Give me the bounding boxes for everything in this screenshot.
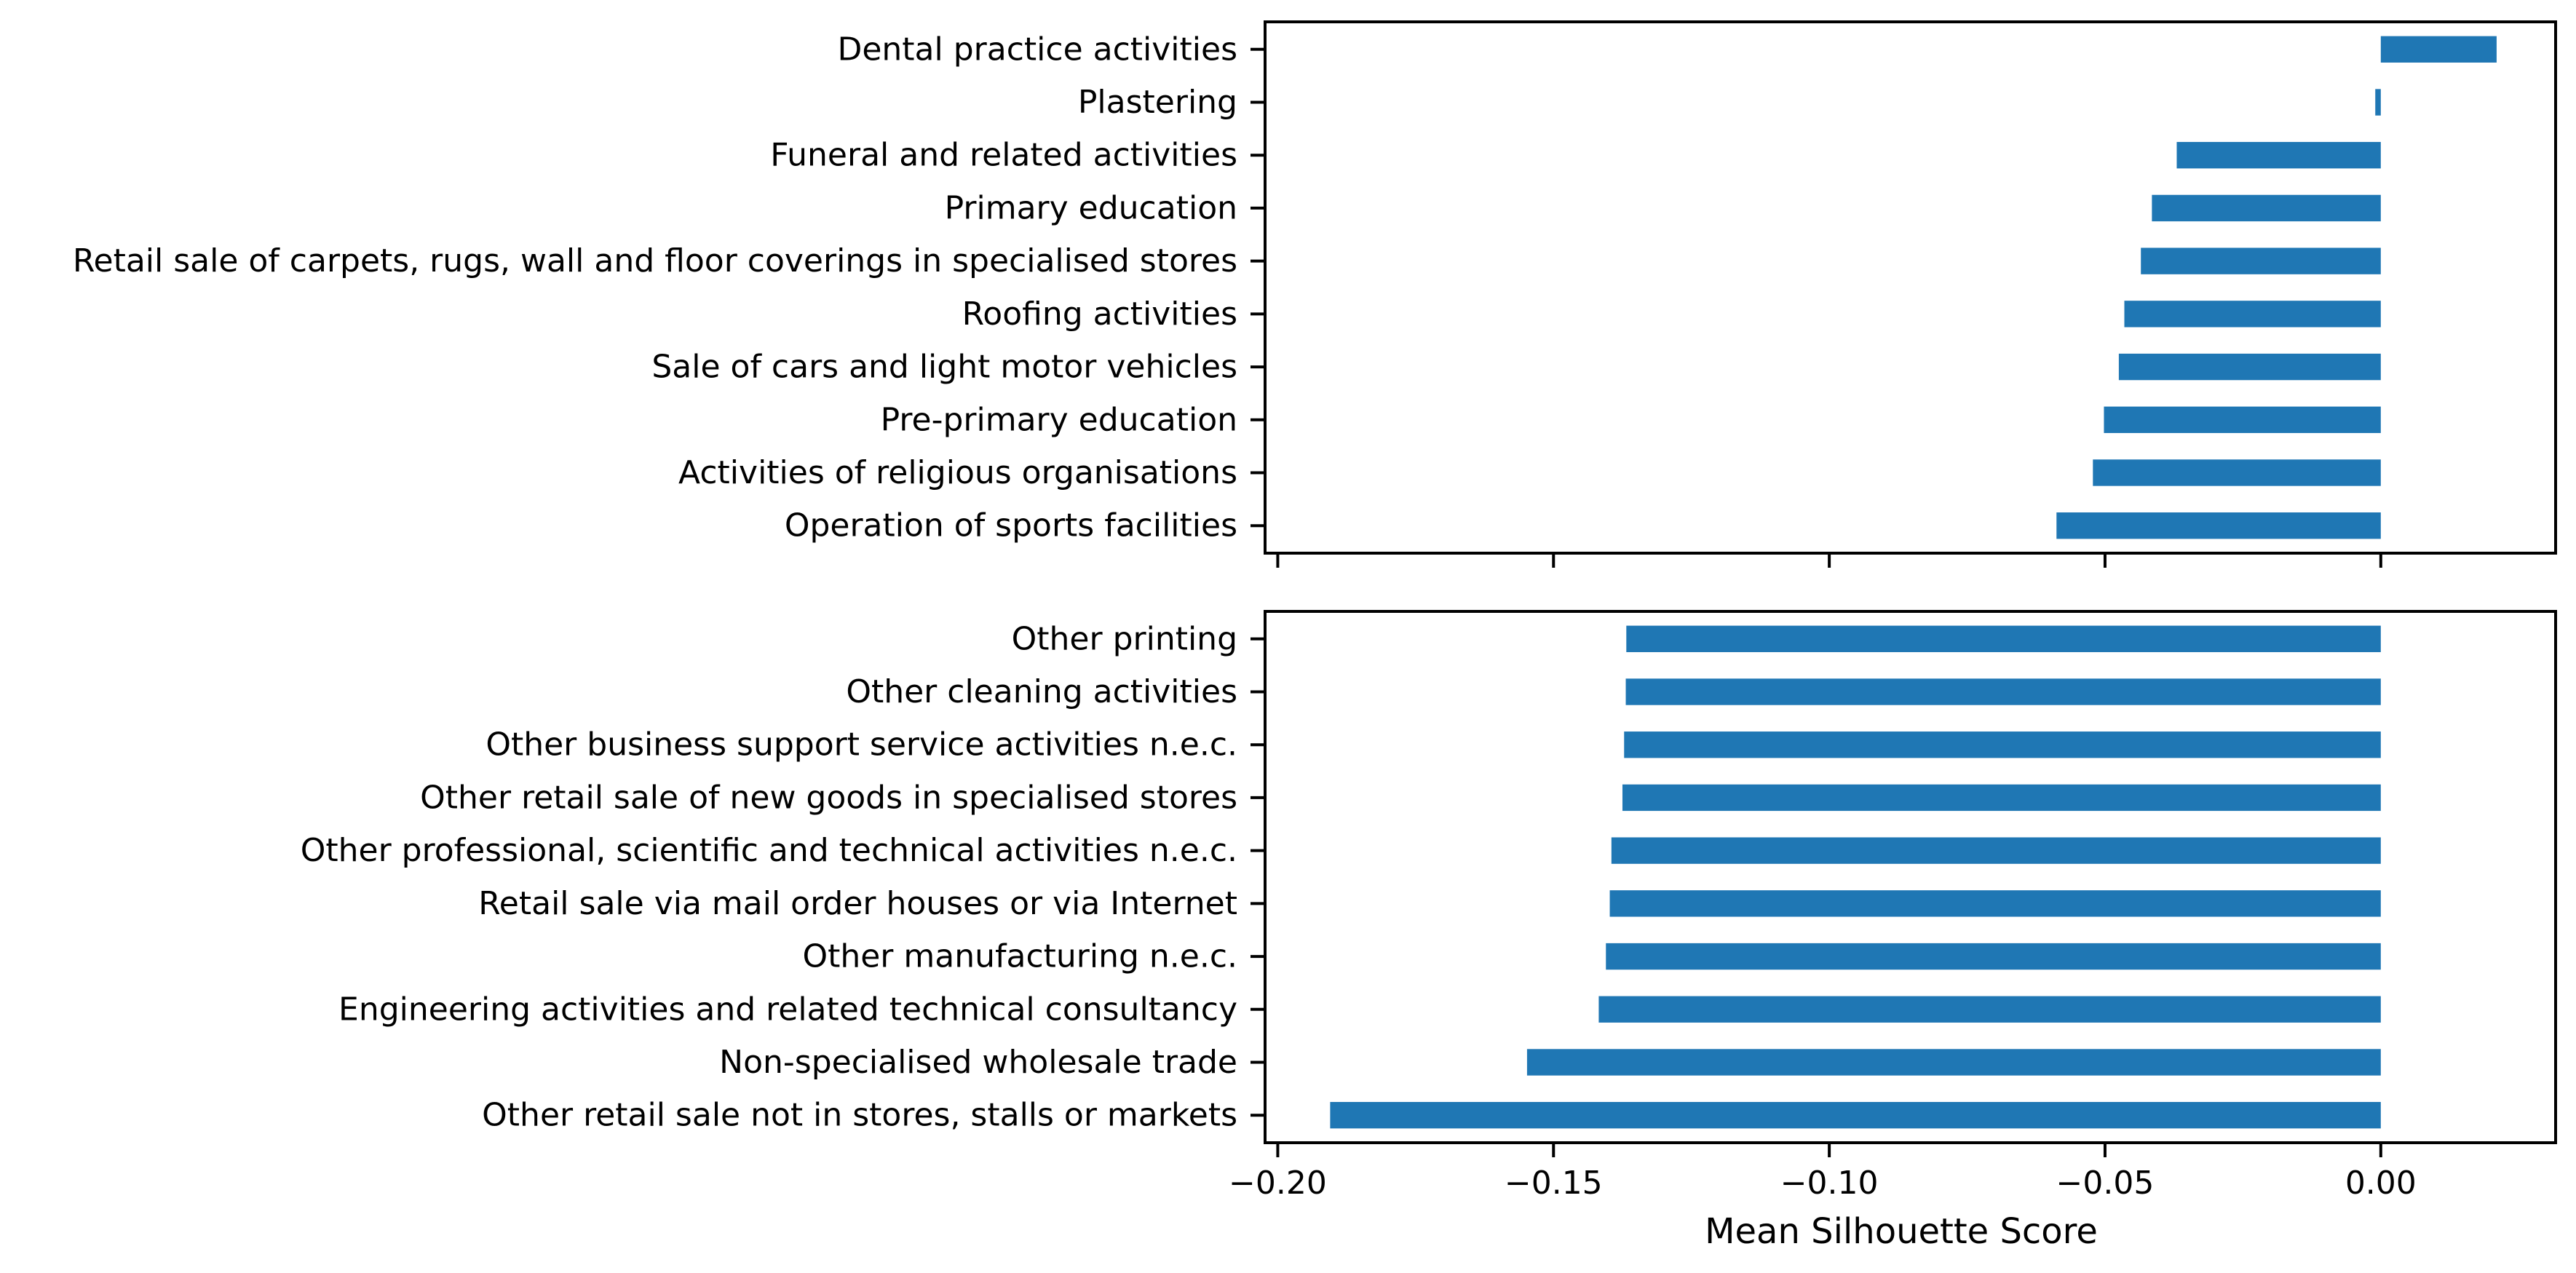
category-label: Activities of religious organisations bbox=[678, 454, 1237, 491]
bar bbox=[1526, 1049, 2381, 1076]
category-label: Other retail sale not in stores, stalls … bbox=[482, 1097, 1237, 1134]
bar bbox=[2375, 89, 2381, 116]
bar bbox=[1622, 784, 2381, 812]
category-label: Plastering bbox=[1078, 84, 1237, 121]
bar bbox=[2380, 36, 2497, 63]
category-label: Funeral and related activities bbox=[770, 137, 1237, 174]
bottom-panel: Other printing Other cleaning activities O… bbox=[301, 610, 2557, 1202]
category-label: Engineering activities and related techn… bbox=[338, 991, 1237, 1028]
x-tick-label: −0.10 bbox=[1780, 1165, 1879, 1202]
category-label: Other professional, scientific and techn… bbox=[301, 832, 1237, 869]
category-label: Pre-primary education bbox=[881, 401, 1237, 438]
top-panel: Dental practice activities Plastering Fune… bbox=[73, 20, 2557, 568]
bar bbox=[2124, 301, 2381, 328]
x-tick-label: −0.20 bbox=[1229, 1165, 1327, 1202]
category-label: Other cleaning activities bbox=[846, 673, 1237, 710]
bar bbox=[1625, 678, 2381, 705]
bar bbox=[2093, 459, 2381, 486]
category-label: Other manufacturing n.e.c. bbox=[802, 938, 1237, 975]
category-label: Sale of cars and light motor vehicles bbox=[651, 349, 1237, 386]
x-axis-title: Mean Silhouette Score bbox=[1705, 1211, 2098, 1252]
bar bbox=[2176, 142, 2381, 169]
category-label: Other printing bbox=[1012, 620, 1237, 657]
axes-frame bbox=[1264, 20, 2557, 555]
x-tick-label: −0.15 bbox=[1505, 1165, 1603, 1202]
bar bbox=[2104, 406, 2381, 433]
bar bbox=[2118, 353, 2381, 381]
category-label: Other business support service activitie… bbox=[486, 726, 1237, 764]
bar bbox=[1330, 1102, 2381, 1129]
bar bbox=[1626, 625, 2381, 652]
category-label: Dental practice activities bbox=[837, 31, 1237, 68]
category-label: Roofing activities bbox=[962, 296, 1237, 333]
axes-frame bbox=[1264, 610, 2557, 1144]
bar bbox=[1624, 731, 2381, 758]
category-label: Operation of sports facilities bbox=[785, 507, 1237, 544]
bar bbox=[2141, 247, 2381, 274]
bar bbox=[1611, 837, 2381, 864]
category-label: Primary education bbox=[945, 189, 1237, 226]
category-label: Retail sale of carpets, rugs, wall and f… bbox=[73, 242, 1237, 279]
bar bbox=[1606, 943, 2381, 970]
bar bbox=[1598, 996, 2381, 1023]
category-label: Retail sale via mail order houses or via… bbox=[478, 885, 1237, 922]
category-label: Other retail sale of new goods in specia… bbox=[420, 779, 1237, 816]
bar bbox=[1609, 890, 2381, 917]
bar bbox=[2152, 194, 2381, 222]
x-tick-label: −0.05 bbox=[2056, 1165, 2155, 1202]
x-tick-label: 0.00 bbox=[2345, 1165, 2417, 1202]
bar bbox=[2056, 512, 2381, 539]
category-label: Non-specialised wholesale trade bbox=[719, 1044, 1237, 1081]
